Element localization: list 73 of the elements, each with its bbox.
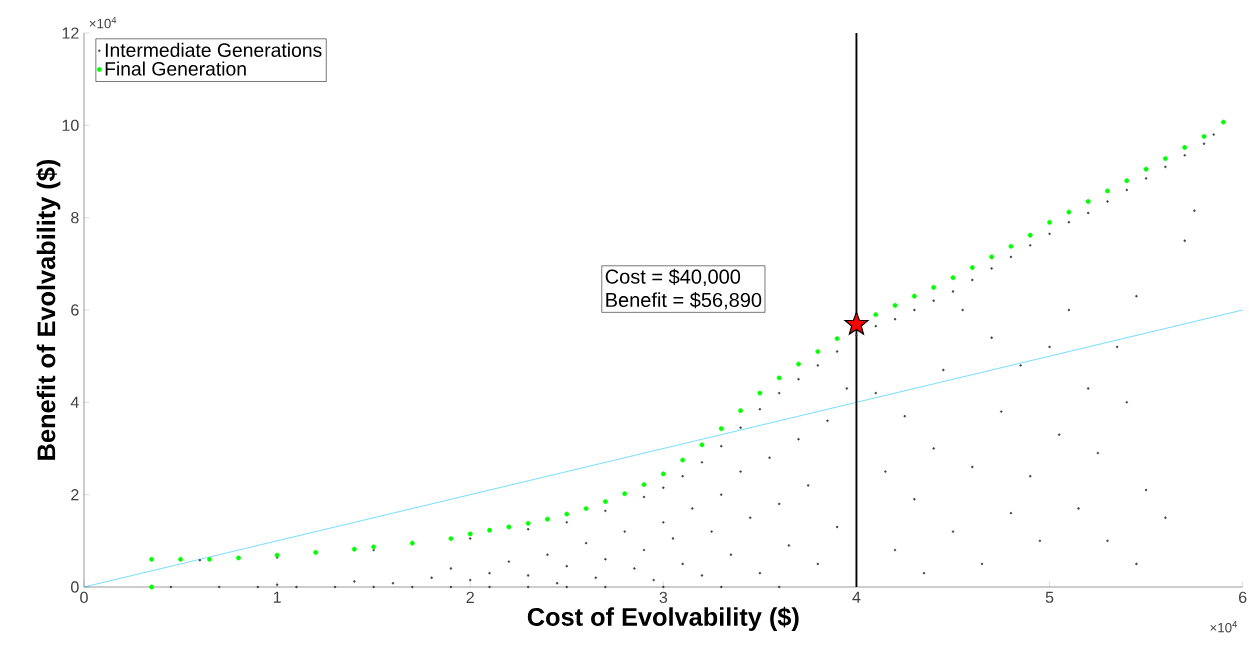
point	[969, 265, 975, 270]
x-tick-label: 0	[80, 591, 88, 604]
point	[583, 506, 589, 511]
annotation: Benefit = $56,890	[606, 292, 762, 310]
point	[564, 511, 570, 517]
point	[1124, 178, 1130, 184]
point	[699, 442, 705, 448]
point	[149, 584, 154, 590]
y-tick-label: 2	[71, 489, 79, 501]
point	[892, 302, 898, 308]
point	[776, 375, 782, 381]
x-tick-label: 1	[273, 591, 281, 603]
point	[1143, 166, 1149, 172]
point	[1182, 145, 1188, 150]
legend-label: Intermediate Generations	[105, 42, 322, 57]
point	[1085, 199, 1091, 204]
x-tick-label: 6	[1239, 591, 1247, 604]
y-axis-title: Benefit of Evolvability ($)	[36, 159, 61, 460]
point	[1201, 134, 1207, 139]
point	[844, 311, 869, 335]
point	[1220, 119, 1226, 125]
point	[1047, 219, 1052, 225]
point	[1027, 232, 1033, 238]
point	[487, 527, 492, 533]
point	[274, 552, 280, 558]
point	[950, 275, 956, 281]
point	[448, 536, 454, 541]
x-axis-title: Cost of Evolvability ($)	[527, 606, 799, 631]
y-tick-label: 0	[71, 581, 79, 593]
point	[815, 349, 821, 354]
point	[178, 556, 183, 562]
y-tick-label: 8	[71, 212, 79, 224]
point	[718, 426, 724, 432]
point	[371, 544, 377, 550]
point	[989, 254, 995, 260]
point	[1008, 243, 1014, 249]
point	[738, 408, 743, 414]
point	[680, 457, 686, 463]
annotation: Cost = $40,000	[605, 268, 741, 287]
legend-label: Final Generation	[105, 61, 246, 76]
x-tick-label: 5	[1045, 591, 1054, 603]
point	[149, 556, 154, 562]
point	[834, 336, 840, 342]
point	[622, 491, 628, 497]
point	[641, 482, 647, 487]
x-tick-label: 3	[659, 591, 668, 604]
point	[911, 293, 917, 299]
point	[351, 546, 357, 552]
point	[873, 312, 879, 318]
y-tick-label: 12	[62, 27, 79, 39]
point	[525, 520, 531, 526]
text: ×10$^{4}$	[89, 16, 117, 29]
point	[603, 499, 608, 504]
point	[1163, 156, 1168, 161]
point	[1066, 209, 1072, 215]
y-tick-label: 10	[62, 119, 79, 131]
point	[506, 524, 512, 530]
x-tick-label: 2	[466, 591, 474, 603]
point	[796, 361, 801, 367]
point	[409, 540, 415, 546]
point	[545, 516, 550, 522]
point	[931, 284, 937, 290]
point	[1105, 188, 1110, 194]
point	[660, 471, 666, 477]
point	[236, 555, 241, 561]
text: ×10$^{4}$	[1210, 621, 1238, 633]
point	[313, 549, 319, 555]
point	[757, 390, 763, 396]
y-tick-label: 4	[70, 396, 79, 408]
y-tick-label: 6	[71, 304, 79, 316]
x-tick-label: 4	[852, 591, 861, 603]
point	[207, 556, 212, 562]
point	[467, 531, 473, 537]
